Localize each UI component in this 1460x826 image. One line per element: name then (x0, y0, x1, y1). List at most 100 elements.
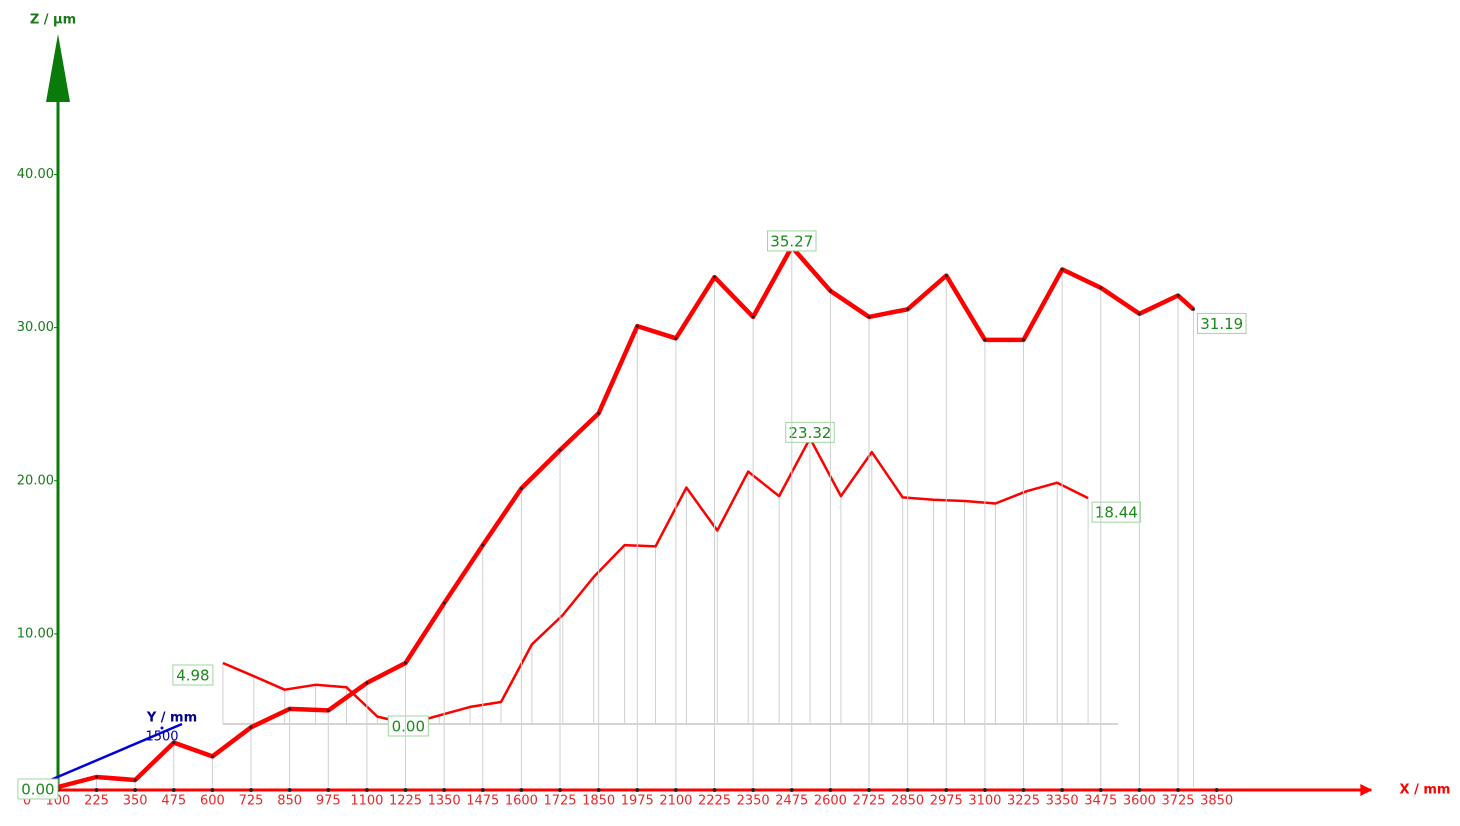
x-tick-label: 2850 (891, 794, 924, 809)
point (906, 307, 910, 311)
point (249, 725, 253, 729)
x-tick (480, 788, 485, 792)
point (983, 338, 987, 342)
value-label: 0.00 (21, 781, 54, 799)
point (1191, 307, 1195, 311)
x-tick-label: 3725 (1161, 794, 1194, 809)
x-tick-label: 0 (23, 794, 31, 809)
x-tick (519, 788, 524, 792)
x-tick (1137, 788, 1142, 792)
x-tick (210, 788, 215, 792)
point (1137, 312, 1141, 316)
x-tick-label: 3225 (1007, 794, 1040, 809)
value-label: 0.00 (392, 718, 425, 736)
x-tick (133, 788, 138, 792)
x-tick-label: 3100 (968, 794, 1001, 809)
x-tick (751, 788, 756, 792)
x-tick (249, 788, 254, 792)
value-label-box (172, 664, 214, 686)
value-label-box (767, 230, 817, 252)
value-label-box (17, 778, 59, 800)
value-label-box (1196, 312, 1247, 334)
point (481, 543, 485, 547)
point (95, 775, 99, 779)
x-tick (558, 788, 563, 792)
x-tick-label: 2975 (930, 794, 963, 809)
x-tick (1176, 788, 1181, 792)
x-tick (905, 788, 910, 792)
point (751, 315, 755, 319)
x-tick (789, 788, 794, 792)
z-tick-label: 20.00 (17, 473, 54, 488)
value-label: 35.27 (770, 232, 813, 250)
x-tick-label: 1475 (466, 794, 499, 809)
point (828, 289, 832, 293)
x-tick (867, 788, 872, 792)
x-tick-label: 2600 (814, 794, 847, 809)
point (210, 754, 214, 758)
x-tick (364, 788, 369, 792)
x-tick-label: 3475 (1084, 794, 1117, 809)
x-tick (828, 788, 833, 792)
x-tick (1060, 788, 1065, 792)
x-tick (326, 788, 331, 792)
depth-tick (160, 726, 164, 730)
point (1060, 267, 1064, 271)
x-tick (94, 788, 99, 792)
point (365, 681, 369, 685)
x-tick (712, 788, 717, 792)
x-tick (287, 788, 292, 792)
value-label: 31.19 (1200, 315, 1243, 333)
z-axis-arrow (46, 34, 70, 102)
x-tick-label: 2225 (698, 794, 731, 809)
point (867, 315, 871, 319)
x-tick-label: 1725 (543, 794, 576, 809)
x-tick-label: 2725 (852, 794, 885, 809)
value-label-box (387, 715, 429, 737)
value-label-box (785, 421, 835, 443)
z-tick-label: 10.00 (17, 626, 54, 641)
point (519, 486, 523, 490)
x-tick (982, 788, 987, 792)
x-tick-label: 2350 (737, 794, 770, 809)
point (404, 661, 408, 665)
x-tick-label: 1350 (428, 794, 461, 809)
point (442, 601, 446, 605)
x-tick-label: 1975 (621, 794, 654, 809)
point (133, 778, 137, 782)
x-tick-label: 725 (239, 794, 264, 809)
x-tick-label: 1600 (505, 794, 538, 809)
point (1099, 286, 1103, 290)
z-tick-label: 30.00 (17, 320, 54, 335)
x-axis-label: X / mm (1400, 783, 1451, 798)
x-tick-label: 600 (200, 794, 225, 809)
point (597, 411, 601, 415)
point (1022, 338, 1026, 342)
z-tick-label: 40.00 (17, 167, 54, 182)
x-tick-label: 350 (123, 794, 148, 809)
value-label-box (1091, 501, 1142, 523)
x-tick (1021, 788, 1026, 792)
x-tick (673, 788, 678, 792)
x-tick-label: 850 (277, 794, 302, 809)
x-tick-label: 475 (161, 794, 186, 809)
x-tick-label: 1100 (350, 794, 383, 809)
value-label: 4.98 (176, 666, 209, 684)
x-tick-label: 3350 (1046, 794, 1079, 809)
x-tick-label: 3600 (1123, 794, 1156, 809)
x-tick (596, 788, 601, 792)
x-tick (1214, 788, 1219, 792)
x-tick-label: 2475 (775, 794, 808, 809)
point (288, 707, 292, 711)
x-tick-label: 1850 (582, 794, 615, 809)
point (944, 274, 948, 278)
depth-axis-label: Y / mm (146, 711, 197, 726)
x-tick (171, 788, 176, 792)
point (1176, 293, 1180, 297)
point (713, 275, 717, 279)
value-label: 23.32 (789, 424, 832, 442)
z-axis-label: Z / µm (30, 13, 76, 28)
point (558, 448, 562, 452)
depth-tick-label: 1500 (145, 730, 178, 745)
